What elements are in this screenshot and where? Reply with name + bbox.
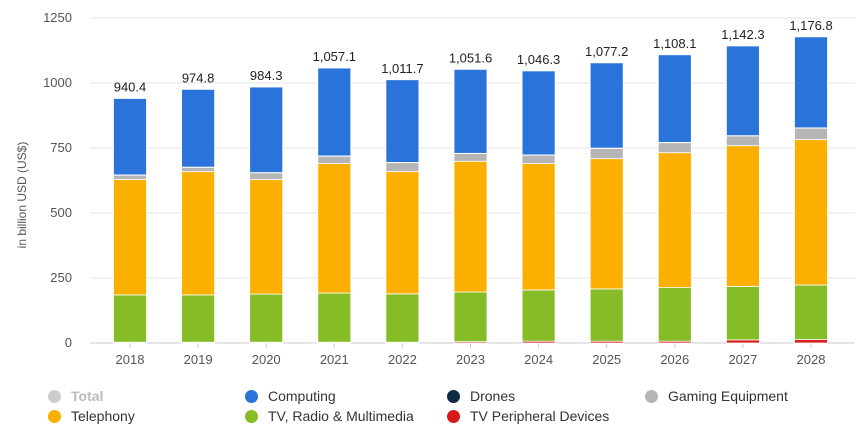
- legend-label: Total: [71, 388, 104, 404]
- bar-segment-computing[interactable]: [521, 70, 556, 156]
- x-tick-label: 2022: [388, 352, 417, 367]
- total-data-label: 984.3: [250, 68, 283, 83]
- x-tick-label: 2026: [660, 352, 689, 367]
- legend-label: TV Peripheral Devices: [470, 408, 610, 424]
- x-tick-label: 2018: [116, 352, 145, 367]
- bar-segment-telephony[interactable]: [794, 139, 828, 286]
- bar-segment-tv-radio-multimedia[interactable]: [521, 289, 556, 342]
- legend-marker-icon: [447, 409, 460, 423]
- legend-marker-icon: [245, 409, 258, 423]
- bar-segment-computing[interactable]: [453, 68, 488, 154]
- bar-segment-telephony[interactable]: [249, 179, 284, 295]
- bar-segment-gaming-equipment[interactable]: [249, 172, 284, 180]
- x-tick-label: 2021: [320, 352, 349, 367]
- bar-segment-computing[interactable]: [385, 79, 420, 163]
- legend-label: Telephony: [71, 408, 135, 424]
- legend-item-tv-peripheral-devices[interactable]: TV Peripheral Devices: [447, 408, 609, 424]
- legend-marker-icon: [48, 389, 61, 403]
- bar-segment-telephony[interactable]: [726, 145, 760, 287]
- total-data-label: 974.8: [182, 70, 215, 85]
- legend-marker-icon: [645, 389, 658, 403]
- y-tick-label: 1250: [43, 10, 72, 25]
- bar-segment-tv-radio-multimedia[interactable]: [249, 293, 284, 343]
- bar-segment-tv-radio-multimedia[interactable]: [794, 284, 828, 341]
- legend-marker-icon: [245, 389, 258, 403]
- bar-segment-gaming-equipment[interactable]: [589, 147, 624, 160]
- x-tick-label: 2025: [592, 352, 621, 367]
- bar-segment-telephony[interactable]: [453, 160, 488, 293]
- bar-segment-computing[interactable]: [726, 45, 760, 137]
- bar-segment-tv-radio-multimedia[interactable]: [385, 293, 420, 343]
- legend-label: Computing: [268, 388, 336, 404]
- bar-segment-telephony[interactable]: [589, 158, 624, 290]
- bar-segment-computing[interactable]: [181, 88, 216, 168]
- bar-segment-computing[interactable]: [113, 98, 147, 176]
- legend-marker-icon: [48, 409, 61, 423]
- bar-segment-telephony[interactable]: [317, 163, 352, 294]
- legend-item-gaming-equipment[interactable]: Gaming Equipment: [645, 388, 788, 404]
- bar-segment-gaming-equipment[interactable]: [113, 174, 147, 180]
- bar-segment-tv-peripheral-devices[interactable]: [794, 339, 828, 344]
- bar-segment-tv-peripheral-devices[interactable]: [726, 339, 760, 344]
- y-tick-label: 500: [50, 205, 72, 220]
- bar-segment-telephony[interactable]: [657, 152, 692, 289]
- y-axis-label: in billion USD (US$): [15, 142, 29, 249]
- legend-item-drones[interactable]: Drones: [447, 388, 515, 404]
- bar-segment-computing[interactable]: [317, 67, 352, 157]
- y-tick-label: 1000: [43, 75, 72, 90]
- bar-segment-gaming-equipment[interactable]: [317, 155, 352, 164]
- total-data-label: 1,142.3: [721, 27, 764, 42]
- x-tick-label: 2027: [728, 352, 757, 367]
- bar-segment-gaming-equipment[interactable]: [181, 166, 216, 173]
- bar-segment-computing[interactable]: [589, 62, 624, 149]
- legend-item-total[interactable]: Total: [48, 388, 103, 404]
- total-data-label: 1,046.3: [517, 52, 560, 67]
- total-data-label: 1,176.8: [789, 18, 832, 33]
- bar-segment-tv-radio-multimedia[interactable]: [113, 294, 147, 343]
- legend-item-telephony[interactable]: Telephony: [48, 408, 135, 424]
- bar-segment-gaming-equipment[interactable]: [657, 142, 692, 154]
- legend-label: Drones: [470, 388, 516, 404]
- total-data-label: 1,051.6: [449, 50, 492, 65]
- bar-segment-tv-radio-multimedia[interactable]: [726, 285, 760, 341]
- bar-segment-gaming-equipment[interactable]: [385, 162, 420, 173]
- bar-segment-telephony[interactable]: [385, 171, 420, 295]
- y-tick-label: 250: [50, 270, 72, 285]
- total-data-label: 1,057.1: [313, 49, 356, 64]
- bar-segment-computing[interactable]: [794, 36, 828, 129]
- total-data-label: 1,077.2: [585, 44, 628, 59]
- bar-segment-gaming-equipment[interactable]: [521, 154, 556, 165]
- x-tick-label: 2024: [524, 352, 553, 367]
- bar-segment-tv-radio-multimedia[interactable]: [589, 288, 624, 342]
- y-tick-label: 0: [65, 335, 72, 350]
- x-tick-label: 2020: [252, 352, 281, 367]
- x-tick-label: 2019: [184, 352, 213, 367]
- total-data-label: 1,108.1: [653, 36, 696, 51]
- legend-label: TV, Radio & Multimedia: [268, 408, 414, 424]
- total-data-label: 940.4: [114, 79, 147, 94]
- legend-item-computing[interactable]: Computing: [245, 388, 336, 404]
- bar-segment-computing[interactable]: [657, 54, 692, 143]
- stacked-bar-chart: 0 250 500 750 1000 1250 2018 940.4 2019 974.8 2020…: [15, 10, 855, 367]
- bar-segment-tv-radio-multimedia[interactable]: [453, 291, 488, 343]
- total-data-label: 1,011.7: [381, 61, 423, 76]
- legend: Total Computing Drones Gaming Equipment Tele…: [0, 386, 865, 434]
- bar-segment-computing[interactable]: [249, 86, 284, 173]
- bar-segment-telephony[interactable]: [521, 163, 556, 291]
- bar-segment-gaming-equipment[interactable]: [794, 127, 828, 140]
- bar-segment-gaming-equipment[interactable]: [726, 135, 760, 147]
- bar-segment-telephony[interactable]: [113, 179, 147, 296]
- legend-marker-icon: [447, 389, 460, 403]
- x-tick-label: 2028: [797, 352, 826, 367]
- bar-segment-tv-radio-multimedia[interactable]: [657, 287, 692, 342]
- bar-segment-tv-radio-multimedia[interactable]: [181, 294, 216, 343]
- legend-label: Gaming Equipment: [668, 388, 788, 404]
- x-tick-label: 2023: [456, 352, 485, 367]
- bar-segment-tv-radio-multimedia[interactable]: [317, 292, 352, 343]
- bar-segment-gaming-equipment[interactable]: [453, 153, 488, 162]
- bar-segment-telephony[interactable]: [181, 171, 216, 296]
- legend-item-tv-radio-multimedia[interactable]: TV, Radio & Multimedia: [245, 408, 414, 424]
- y-tick-label: 750: [50, 140, 72, 155]
